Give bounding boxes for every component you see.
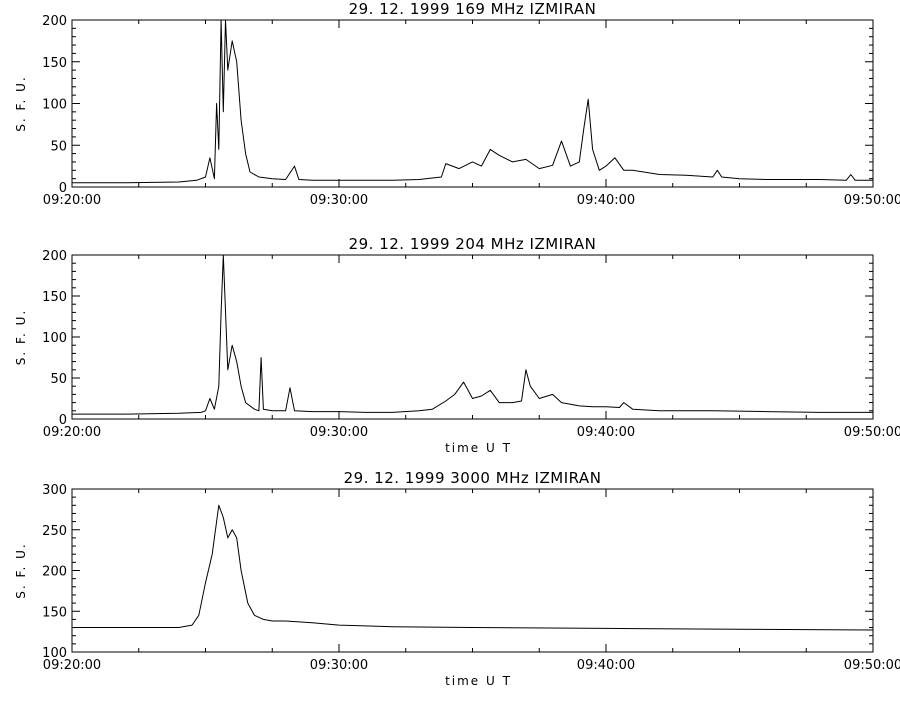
series-line-1 — [72, 254, 873, 415]
y-axis-label: S. F. U. — [14, 309, 28, 365]
y-tick-label: 50 — [50, 372, 67, 387]
y-tick-label: 100 — [42, 331, 67, 346]
x-tick-label: 09:20:00 — [43, 193, 101, 208]
y-tick-label: 150 — [42, 56, 67, 71]
y-tick-label: 200 — [42, 565, 67, 580]
y-axis-label: S. F. U. — [14, 542, 28, 598]
x-tick-label: 09:20:00 — [43, 425, 101, 440]
y-tick-label: 300 — [42, 483, 67, 498]
x-tick-label: 09:50:00 — [844, 193, 900, 208]
y-tick-label: 0 — [59, 413, 67, 428]
y-tick-label: 50 — [50, 139, 67, 154]
y-tick-label: 100 — [42, 98, 67, 113]
chart-title: 29. 12. 1999 204 MHz IZMIRAN — [349, 235, 597, 253]
y-tick-label: 100 — [42, 646, 67, 661]
y-tick-label: 200 — [42, 249, 67, 264]
chart-panel-3: 29. 12. 1999 3000 MHz IZMIRAN S. F. U. tim… — [14, 469, 900, 688]
y-axis-label: S. F. U. — [14, 75, 28, 131]
x-tick-label: 09:30:00 — [310, 193, 368, 208]
chart-panel-1: 29. 12. 1999 169 MHz IZMIRAN S. F. U. 0 50 1… — [14, 0, 900, 208]
series-line-1 — [72, 504, 874, 631]
x-tick-label: 09:50:00 — [844, 425, 900, 440]
chart-title: 29. 12. 1999 3000 MHz IZMIRAN — [344, 469, 602, 487]
x-axis-label: time U T — [445, 441, 512, 455]
x-tick-label: 09:20:00 — [43, 658, 101, 673]
plot-frame — [71, 254, 874, 420]
y-tick-label: 200 — [42, 14, 67, 29]
x-tick-label: 09:40:00 — [577, 425, 635, 440]
chart-panel-2: 29. 12. 1999 204 MHz IZMIRAN S. F. U. time… — [14, 235, 900, 455]
x-tick-label: 09:30:00 — [310, 425, 368, 440]
x-tick-label: 09:40:00 — [577, 193, 635, 208]
x-tick-label: 09:50:00 — [844, 658, 900, 673]
y-tick-label: 150 — [42, 605, 67, 620]
chart-title: 29. 12. 1999 169 MHz IZMIRAN — [349, 0, 597, 18]
x-tick-label: 09:30:00 — [310, 658, 368, 673]
x-tick-label: 09:40:00 — [577, 658, 635, 673]
y-tick-label: 250 — [42, 524, 67, 539]
x-axis-label: time U T — [445, 674, 512, 688]
y-tick-label: 150 — [42, 290, 67, 305]
y-tick-label: 0 — [59, 181, 67, 196]
series-line-1 — [72, 19, 873, 184]
